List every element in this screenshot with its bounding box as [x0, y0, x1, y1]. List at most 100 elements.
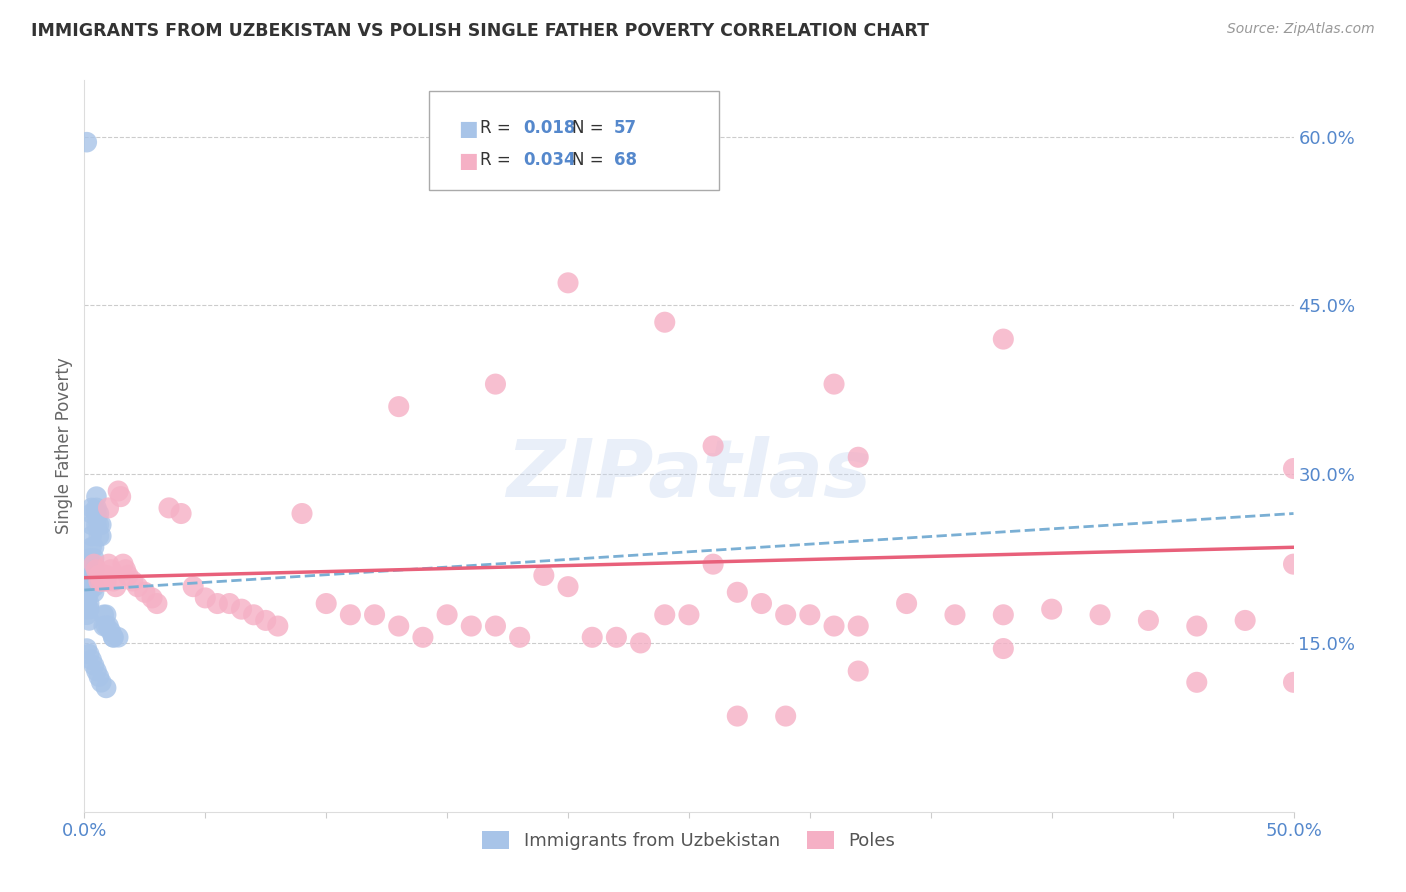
Point	[90, 568, 112, 582]
Text: IMMIGRANTS FROM UZBEKISTAN VS POLISH SINGLE FATHER POVERTY CORRELATION CHART: IMMIGRANTS FROM UZBEKISTAN VS POLISH SIN…	[31, 22, 929, 40]
Point	[654, 315, 676, 329]
Point	[146, 597, 169, 611]
Point	[100, 624, 122, 639]
Point	[80, 653, 103, 667]
Point	[702, 439, 724, 453]
Point	[114, 563, 136, 577]
Point	[388, 619, 411, 633]
Point	[97, 619, 120, 633]
Point	[94, 607, 117, 622]
Point	[254, 614, 277, 628]
Point	[112, 557, 135, 571]
Point	[141, 591, 163, 605]
Point	[702, 557, 724, 571]
Point	[76, 580, 98, 594]
Point	[1088, 607, 1111, 622]
Point	[107, 630, 129, 644]
Point	[846, 619, 869, 633]
Point	[94, 619, 117, 633]
Point	[1234, 614, 1257, 628]
Point	[76, 568, 98, 582]
Point	[1282, 675, 1305, 690]
Point	[94, 681, 117, 695]
Point	[97, 557, 120, 571]
Legend: Immigrants from Uzbekistan, Poles: Immigrants from Uzbekistan, Poles	[475, 823, 903, 857]
Point	[484, 619, 506, 633]
Point	[581, 630, 603, 644]
Point	[93, 568, 115, 582]
Point	[993, 641, 1015, 656]
Text: N =: N =	[572, 152, 609, 169]
Point	[76, 591, 98, 605]
Point	[93, 619, 115, 633]
Point	[460, 619, 482, 633]
Point	[86, 507, 108, 521]
Text: N =: N =	[572, 119, 609, 137]
Point	[412, 630, 434, 644]
Point	[775, 709, 797, 723]
Point	[77, 597, 100, 611]
FancyBboxPatch shape	[429, 91, 720, 190]
Point	[134, 585, 156, 599]
Point	[207, 597, 229, 611]
Point	[86, 490, 108, 504]
Point	[388, 400, 411, 414]
Text: R =: R =	[479, 152, 516, 169]
Point	[76, 585, 98, 599]
Point	[1282, 557, 1305, 571]
Point	[83, 563, 105, 577]
Point	[799, 607, 821, 622]
Point	[77, 585, 100, 599]
Point	[110, 490, 132, 504]
Point	[80, 529, 103, 543]
Point	[76, 557, 98, 571]
Point	[993, 332, 1015, 346]
Point	[94, 568, 117, 582]
Point	[654, 607, 676, 622]
Point	[97, 500, 120, 515]
Point	[1040, 602, 1063, 616]
Point	[80, 541, 103, 555]
Point	[775, 607, 797, 622]
Point	[86, 563, 108, 577]
Point	[87, 568, 110, 582]
Text: ■: ■	[458, 119, 478, 139]
Point	[86, 664, 108, 678]
Point	[76, 574, 98, 588]
Point	[1185, 619, 1208, 633]
Point	[77, 563, 100, 577]
Point	[557, 580, 579, 594]
Point	[90, 574, 112, 588]
Point	[83, 557, 105, 571]
Point	[83, 658, 105, 673]
Point	[896, 597, 918, 611]
Point	[83, 551, 105, 566]
Point	[76, 641, 98, 656]
Point	[76, 135, 98, 149]
Point	[76, 607, 98, 622]
Point	[87, 517, 110, 532]
Point	[533, 568, 555, 582]
Point	[678, 607, 700, 622]
Point	[993, 607, 1015, 622]
Point	[103, 630, 125, 644]
Point	[77, 602, 100, 616]
Point	[77, 574, 100, 588]
Point	[76, 602, 98, 616]
Point	[80, 507, 103, 521]
Point	[100, 563, 122, 577]
Point	[823, 377, 845, 392]
Point	[339, 607, 361, 622]
Point	[80, 500, 103, 515]
Point	[181, 580, 204, 594]
Text: ■: ■	[458, 152, 478, 171]
Point	[823, 619, 845, 633]
Point	[157, 500, 180, 515]
Point	[363, 607, 385, 622]
Point	[87, 529, 110, 543]
Point	[484, 377, 506, 392]
Point	[630, 636, 652, 650]
Point	[127, 580, 149, 594]
Text: 57: 57	[614, 119, 637, 137]
Point	[267, 619, 290, 633]
